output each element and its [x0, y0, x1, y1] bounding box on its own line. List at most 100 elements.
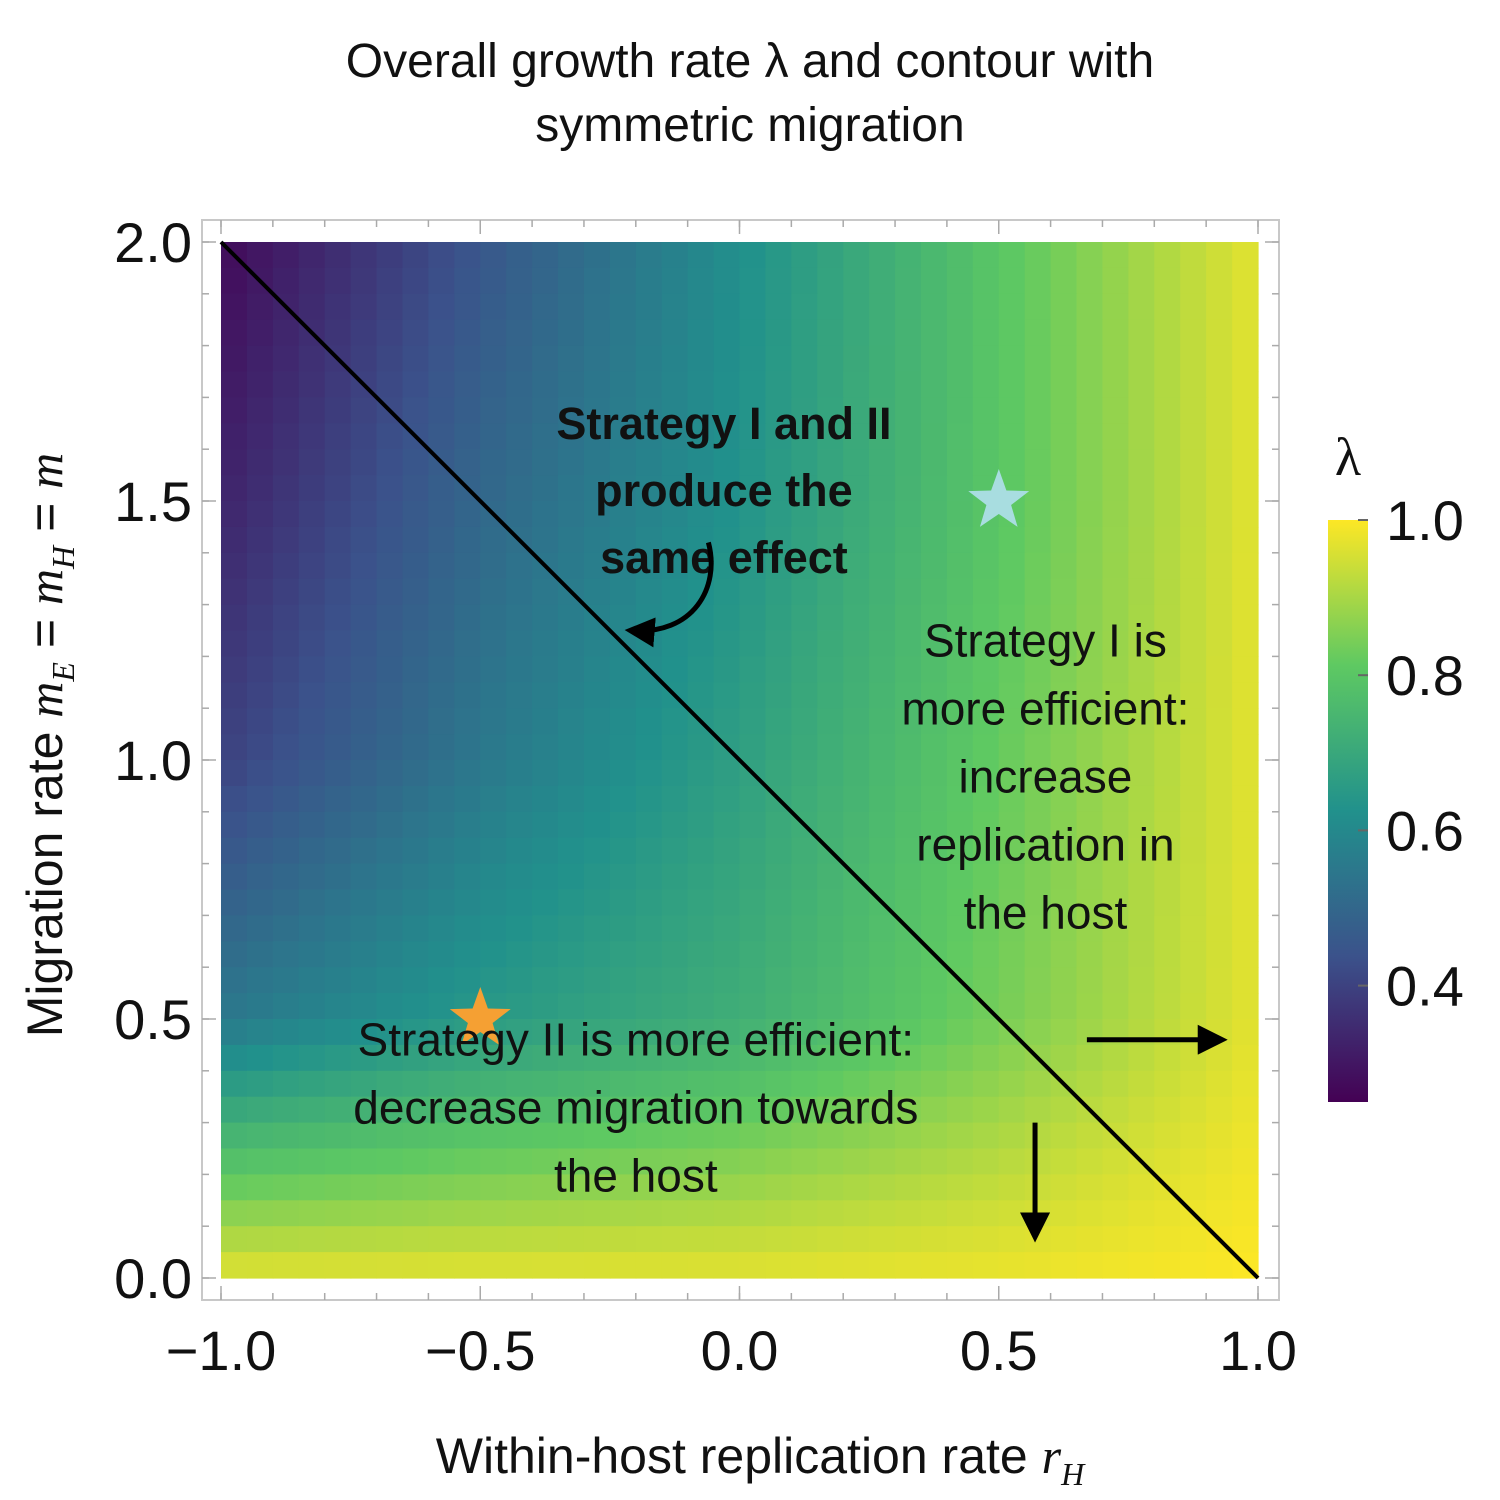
heatmap-cell	[998, 293, 1026, 321]
heatmap-cell	[506, 837, 533, 865]
heatmap-cell	[532, 863, 559, 891]
heatmap-cell	[609, 423, 637, 450]
heatmap-cell	[920, 604, 948, 632]
heatmap-cell	[376, 915, 404, 942]
heatmap-cell	[791, 915, 818, 942]
heatmap-cell	[1154, 889, 1181, 916]
heatmap-cell	[635, 760, 663, 787]
heatmap-cell	[843, 1200, 870, 1227]
heatmap-cell	[506, 578, 533, 606]
heatmap-cell	[1206, 967, 1233, 994]
heatmap-cell	[791, 863, 818, 891]
heatmap-cell	[324, 941, 352, 968]
heatmap-cell	[532, 1044, 559, 1072]
heatmap-cell	[350, 682, 378, 709]
heatmap-cell	[895, 1096, 922, 1124]
heatmap-cell	[272, 475, 300, 502]
heatmap-cell	[1232, 1070, 1259, 1098]
heatmap-cell	[1050, 371, 1078, 398]
heatmap-cell	[739, 941, 767, 968]
heatmap-cell	[1180, 1096, 1207, 1124]
heatmap-cell	[635, 708, 663, 735]
heatmap-cell	[506, 708, 533, 735]
heatmap-cell	[946, 1200, 974, 1227]
heatmap-cell	[324, 423, 352, 450]
heatmap-cell	[558, 423, 585, 450]
heatmap-cell	[480, 242, 507, 269]
heatmap-cell	[972, 1122, 1000, 1150]
heatmap-cell	[221, 760, 248, 787]
heatmap-cell	[843, 552, 870, 580]
heatmap-cell	[1206, 1252, 1233, 1279]
heatmap-cell	[817, 475, 844, 502]
heatmap-cell	[998, 682, 1026, 709]
heatmap-cell	[1206, 319, 1233, 347]
heatmap-cell	[272, 1096, 300, 1124]
heatmap-cell	[1076, 915, 1104, 942]
heatmap-cell	[402, 1044, 430, 1072]
heatmap-cell	[661, 1044, 689, 1072]
heatmap-cell	[480, 604, 507, 632]
heatmap-cell	[506, 889, 533, 916]
heatmap-cell	[402, 760, 430, 787]
heatmap-cell	[1180, 760, 1207, 787]
heatmap-cell	[713, 267, 741, 295]
heatmap-cell	[791, 423, 818, 450]
heatmap-cell	[506, 1122, 533, 1150]
heatmap-cell	[635, 1122, 663, 1150]
heatmap-cell	[1180, 371, 1207, 398]
heatmap-cell	[635, 1148, 663, 1175]
heatmap-cell	[843, 242, 870, 269]
heatmap-cell	[920, 1070, 948, 1098]
heatmap-cell	[1232, 423, 1259, 450]
heatmap-cell	[324, 1226, 352, 1253]
heatmap-cell	[765, 1070, 792, 1098]
heatmap-cell	[1050, 1044, 1078, 1072]
heatmap-cell	[506, 345, 533, 373]
heatmap-cell	[221, 915, 248, 942]
heatmap-cell	[1154, 941, 1181, 968]
heatmap-cell	[843, 1070, 870, 1098]
heatmap-cell	[298, 889, 326, 916]
heatmap-cell	[609, 371, 637, 398]
heatmap-cell	[1154, 604, 1181, 632]
heatmap-cell	[558, 1122, 585, 1150]
heatmap-cell	[791, 1174, 818, 1201]
heatmap-cell	[246, 682, 274, 709]
heatmap-cell	[532, 578, 559, 606]
heatmap-cell	[428, 734, 455, 761]
heatmap-cell	[869, 397, 896, 424]
heatmap-cell	[687, 1070, 715, 1098]
heatmap-cell	[739, 630, 767, 657]
heatmap-cell	[1206, 993, 1233, 1020]
heatmap-cell	[687, 293, 715, 321]
heatmap-cell	[869, 1200, 896, 1227]
heatmap-cell	[246, 604, 274, 632]
heatmap-cell	[1128, 552, 1155, 580]
heatmap-cell	[221, 734, 248, 761]
heatmap-cell	[480, 708, 507, 735]
heatmap-cell	[739, 811, 767, 839]
heatmap-cell	[221, 293, 248, 321]
heatmap-cell	[402, 915, 430, 942]
heatmap-cell	[480, 293, 507, 321]
heatmap-cell	[635, 1096, 663, 1124]
heatmap-cell	[454, 267, 481, 295]
heatmap-cell	[376, 552, 404, 580]
heatmap-cell	[946, 1226, 974, 1253]
heatmap-cell	[1102, 837, 1129, 865]
heatmap-cell	[661, 1070, 689, 1098]
heatmap-cell	[454, 1122, 481, 1150]
heatmap-cell	[402, 1148, 430, 1175]
heatmap-cell	[583, 837, 611, 865]
heatmap-cell	[221, 345, 248, 373]
heatmap-cell	[1076, 267, 1104, 295]
heatmap-cell	[1180, 267, 1207, 295]
heatmap-cell	[869, 1096, 896, 1124]
heatmap-cell	[817, 449, 844, 476]
heatmap-cell	[972, 811, 1000, 839]
heatmap-cell	[246, 475, 274, 502]
heatmap-cell	[1232, 785, 1259, 813]
heatmap-cell	[1180, 1122, 1207, 1150]
heatmap-cell	[687, 345, 715, 373]
